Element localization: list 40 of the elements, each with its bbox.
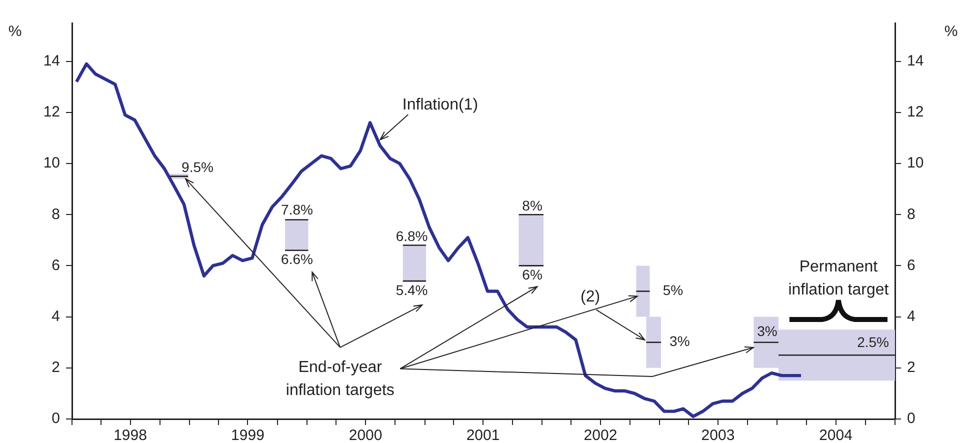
y-tick-label: 0 — [52, 410, 60, 428]
x-tick-label: 1998 — [114, 427, 147, 443]
annotation: End-of-year inflation targets — [286, 359, 394, 400]
x-tick-label: 2001 — [466, 427, 500, 443]
annotation: 3% — [670, 333, 690, 350]
y2-tick-label: 6 — [907, 256, 916, 274]
annotation: 8% — [522, 197, 542, 214]
annotation: 6% — [522, 266, 542, 283]
y-tick-label: 4 — [52, 308, 60, 325]
y-tick-label: 2 — [52, 359, 60, 376]
annotation: (2) — [580, 288, 600, 306]
x-tick-label: 1999 — [231, 427, 264, 443]
x-tick-label: 2000 — [348, 427, 382, 443]
annotation: 6.6% — [281, 251, 313, 268]
annotation: 2.5% — [857, 334, 889, 350]
x-tick-label: 2004 — [819, 427, 852, 443]
y-tick-label: 12 — [43, 104, 60, 121]
y2-axis-title: % — [944, 23, 958, 40]
annotation: 6.8% — [396, 228, 428, 244]
y-tick-label: 14 — [43, 52, 60, 70]
text: Inflation(1) — [402, 96, 478, 114]
y2-tick-label: 4 — [907, 308, 916, 325]
y2-tick-label: 14 — [907, 52, 924, 70]
y-axis-title: % — [8, 23, 22, 40]
annotation: 5.4% — [396, 282, 428, 298]
y2-tick-label: 2 — [907, 359, 916, 376]
annotation: 9.5% — [182, 159, 214, 176]
y2-tick-label: 8 — [907, 206, 916, 223]
annotation: 3% — [757, 323, 778, 340]
y2-tick-label: 10 — [907, 154, 924, 172]
y-tick-label: 6 — [52, 256, 60, 274]
annotation: 5% — [662, 282, 684, 298]
annotation: Permanent inflation target — [788, 258, 890, 299]
annotation: 7.8% — [281, 202, 313, 218]
y2-tick-label: 12 — [907, 104, 924, 121]
y-tick-label: 8 — [52, 206, 60, 223]
y-tick-label: 10 — [43, 154, 60, 172]
x-tick-label: 2002 — [584, 427, 618, 443]
x-tick-label: 2003 — [701, 427, 735, 443]
y2-tick-label: 0 — [907, 410, 916, 428]
